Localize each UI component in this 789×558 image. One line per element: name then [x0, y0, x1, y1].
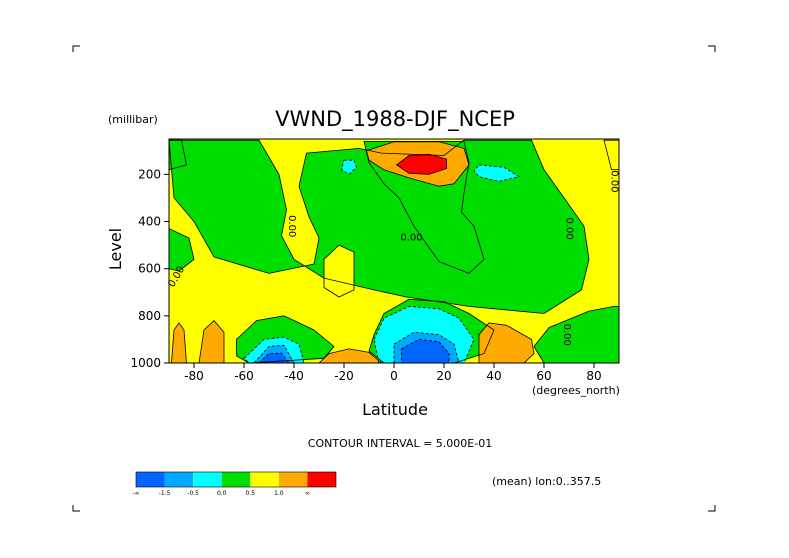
x-tick-label: 0 [390, 369, 398, 383]
contour-region-4 [169, 228, 194, 271]
contour-line-17 [258, 352, 290, 363]
contour-region-19 [171, 322, 187, 363]
contour-line-21 [318, 348, 383, 363]
contour-region-1 [169, 140, 589, 314]
x-tick-label: 80 [586, 369, 601, 383]
contour-line-11 [473, 164, 521, 182]
x-tick-label: -40 [284, 369, 304, 383]
contour-region-17 [259, 353, 289, 363]
contour-line-7 [533, 305, 619, 363]
x-tick-label: 40 [486, 369, 501, 383]
legend-tick-label: 0.5 [246, 490, 256, 497]
legend-swatch [193, 472, 222, 487]
contour-region-20 [199, 320, 224, 363]
contour-line-20 [198, 320, 225, 363]
x-tick-label: 60 [536, 369, 551, 383]
contour-line-5 [236, 315, 335, 363]
y-tick-label: 1000 [130, 356, 161, 370]
contour-region-3 [169, 140, 187, 170]
contour-line-16 [401, 338, 450, 363]
contour-region-8 [324, 245, 354, 297]
legend-swatch [307, 472, 336, 487]
contour-region-16 [401, 339, 449, 363]
x-tick-label: -20 [334, 369, 354, 383]
x-units-label: (degrees_north) [532, 384, 620, 397]
legend-tick-label: -1.5 [159, 490, 171, 497]
contour-line-22 [478, 322, 535, 363]
contour-line-19 [171, 322, 187, 363]
y-tick-label: 400 [138, 215, 161, 229]
contour-region-23 [396, 154, 447, 175]
legend-tick-label: 1.0 [274, 490, 284, 497]
contour-region-11 [474, 164, 519, 182]
x-tick-label: -60 [234, 369, 254, 383]
contour-line-15 [253, 344, 295, 363]
contour-line-14 [393, 331, 460, 363]
legend-swatch [136, 472, 165, 487]
contour-interval-label: CONTOUR INTERVAL = 5.000E-01 [308, 437, 492, 450]
contour-line-10 [341, 159, 357, 175]
legend-swatch [164, 472, 194, 487]
x-tick-label: 20 [436, 369, 451, 383]
plot-fill-regions [169, 139, 619, 363]
contour-label: 0.00 [286, 215, 297, 237]
y-units-label: (millibar) [108, 113, 158, 126]
contour-line-18 [366, 141, 470, 187]
axis-ticks: -80 -60 -40 -20 0 20 40 60 80 200 400 600 800 1000 [130, 167, 601, 383]
legend-swatch [221, 472, 251, 487]
legend-swatch [250, 472, 279, 487]
crop-marks [72, 45, 716, 512]
legend-tick-label: -∞ [132, 490, 139, 497]
y-tick-label: 800 [138, 309, 161, 323]
color-legend: -∞ -1.5 -0.5 0.0 0.5 1.0 ∞ [132, 471, 337, 497]
mean-annotation: (mean) lon:0..357.5 [492, 475, 601, 488]
y-tick-label: 200 [138, 167, 161, 181]
contour-line-1 [169, 139, 590, 314]
y-tick-label: 600 [138, 262, 161, 276]
legend-tick-label: -0.5 [187, 490, 199, 497]
legend-tick-label: 0.0 [217, 490, 227, 497]
contour-label: 0.00 [564, 217, 575, 239]
contour-line-12 [373, 305, 475, 363]
x-axis-label: Latitude [362, 400, 428, 419]
legend-frame [135, 471, 337, 488]
contour-line-8 [323, 244, 355, 298]
x-tick-label: -80 [184, 369, 204, 383]
contour-line-3 [169, 139, 187, 171]
contour-lines [169, 139, 619, 363]
contour-label: 0.00 [400, 232, 422, 243]
contour-line-6 [368, 298, 495, 363]
contour-line-23 [395, 153, 447, 175]
y-axis-label: Level [106, 228, 125, 270]
contour-line-9 [603, 139, 619, 171]
contour-line-13 [243, 336, 305, 363]
contour-label: 0.00 [609, 170, 620, 192]
legend-swatch [278, 472, 308, 487]
contour-region-7 [534, 306, 619, 363]
contour-label: 0.00 [561, 324, 572, 346]
chart-title: VWND_1988-DJF_NCEP [275, 107, 515, 132]
contour-line-2 [363, 140, 485, 274]
contour-region-9 [604, 140, 619, 170]
legend-tick-label: ∞ [305, 490, 310, 497]
contour-line-4 [169, 228, 195, 272]
